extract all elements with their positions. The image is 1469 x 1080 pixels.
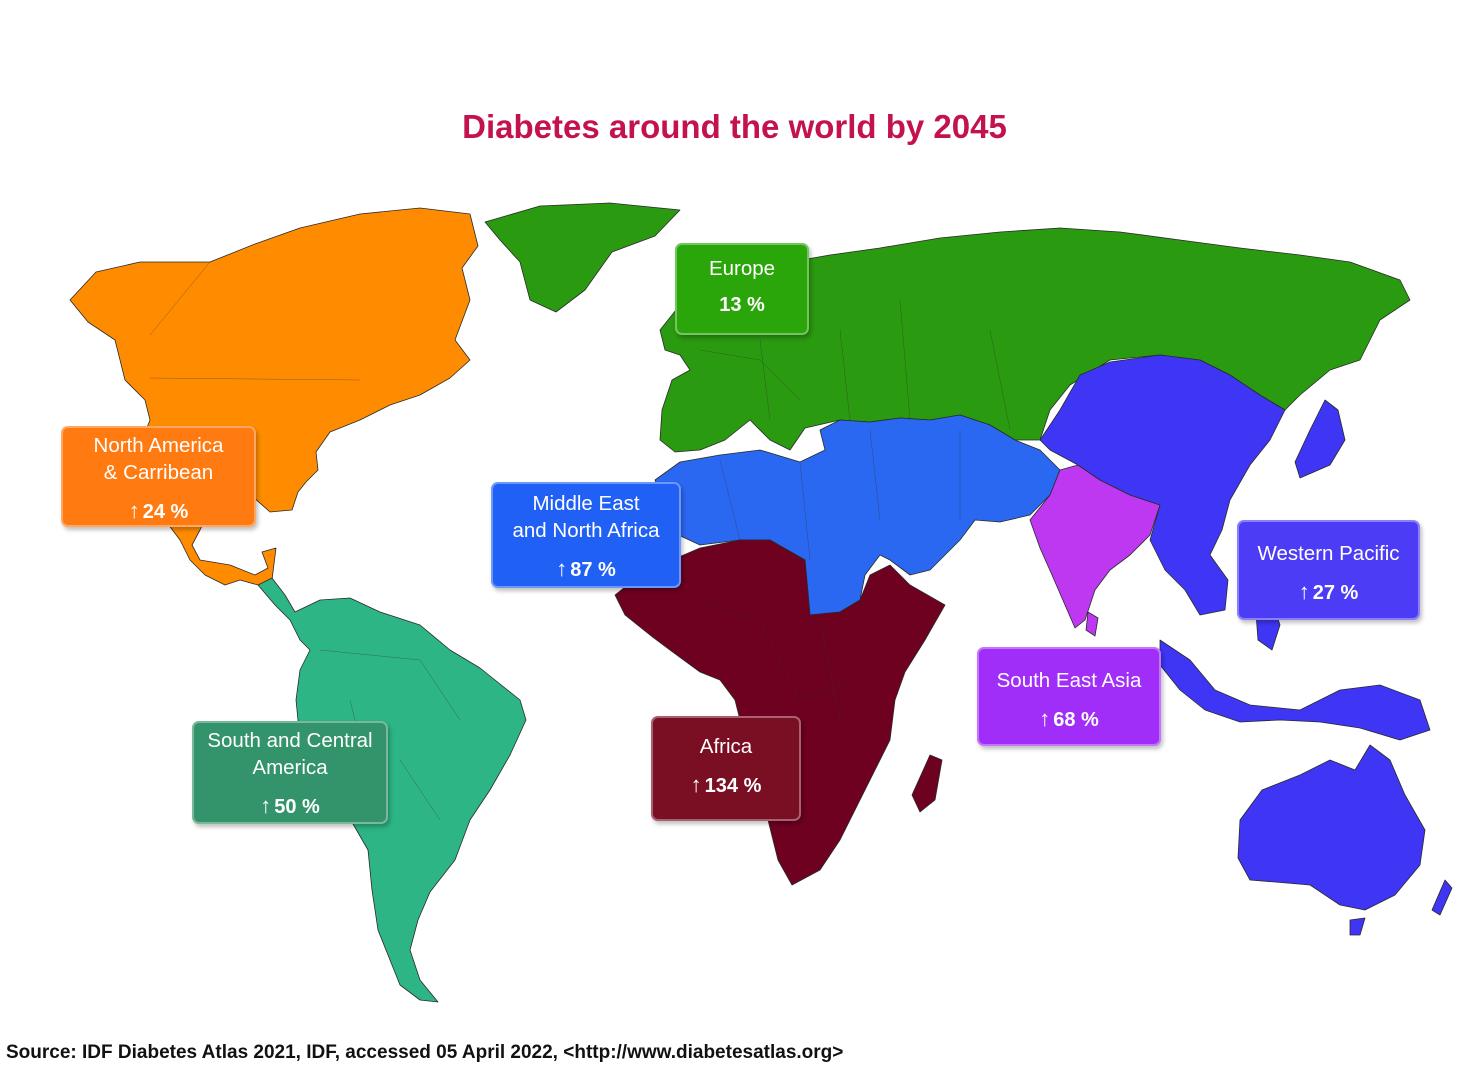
alaska-border — [149, 261, 211, 336]
region-name-line: Middle East — [532, 492, 640, 515]
region-value-text: 134 % — [704, 775, 762, 797]
region-value-text: 50 % — [274, 796, 320, 818]
africa-shape — [614, 539, 946, 886]
greenland-shape — [484, 202, 681, 313]
region-name-line: Western Pacific — [1257, 542, 1400, 565]
region-value-text: 68 % — [1053, 709, 1099, 731]
region-name-line: & Carribean — [103, 461, 214, 484]
region-increase-value: ↑ 87 % — [491, 556, 681, 582]
up-arrow-icon: ↑ — [260, 793, 272, 818]
region-name-line: South East Asia — [996, 669, 1142, 692]
region-name-line: South and Central — [207, 729, 373, 752]
madagascar-shape — [911, 754, 943, 813]
india-shape — [1029, 464, 1161, 629]
up-arrow-icon: ↑ — [1298, 579, 1310, 604]
region-card-africa: Africa ↑ 134 % — [651, 716, 801, 821]
region-card-western-pacific: Western Pacific ↑ 27 % — [1237, 520, 1420, 620]
south-america-shape — [257, 577, 527, 1003]
region-card-middle-east: Middle East and North Africa ↑ 87 % — [491, 482, 681, 588]
mena-borders — [719, 429, 961, 561]
region-increase-value: 13 % — [675, 294, 809, 317]
region-value-text: 87 % — [570, 559, 616, 581]
north-america-shape — [69, 207, 479, 586]
region-value-text: 27 % — [1312, 582, 1359, 604]
region-name-line: Africa — [699, 735, 753, 758]
sri-lanka-shape — [1085, 611, 1099, 637]
region-name-line: North America — [93, 434, 224, 457]
japan-shape — [1294, 399, 1346, 479]
region-increase-value: ↑ 27 % — [1237, 579, 1420, 605]
region-name-line: Europe — [708, 257, 776, 280]
region-increase-value: ↑ 24 % — [61, 498, 256, 524]
region-card-europe: Europe 13 % — [675, 243, 809, 335]
new-zealand-shape — [1431, 879, 1453, 916]
western-pacific-shape — [1039, 354, 1286, 616]
region-increase-value: ↑ 50 % — [192, 793, 388, 819]
page-title: Diabetes around the world by 2045 — [462, 108, 1007, 145]
source-note: Source: IDF Diabetes Atlas 2021, IDF, ac… — [6, 1042, 844, 1063]
up-arrow-icon: ↑ — [1039, 706, 1051, 731]
europe-borders — [699, 299, 1011, 431]
region-increase-value: ↑ 134 % — [651, 772, 801, 798]
region-value-text: 24 % — [142, 501, 189, 523]
region-card-north-america: North America & Carribean ↑ 24 % — [61, 426, 256, 527]
region-name-line: America — [252, 756, 328, 779]
indonesia-shape — [1159, 639, 1431, 741]
australia-shape — [1237, 744, 1426, 911]
region-card-south-central-america: South and Central America ↑ 50 % — [192, 721, 388, 824]
us-canada-border — [149, 377, 361, 381]
region-card-south-east-asia: South East Asia ↑ 68 % — [977, 647, 1161, 746]
region-value-text: 13 % — [719, 294, 765, 316]
up-arrow-icon: ↑ — [690, 772, 702, 797]
up-arrow-icon: ↑ — [556, 556, 568, 581]
region-increase-value: ↑ 68 % — [977, 706, 1161, 732]
region-name-line: and North Africa — [512, 519, 660, 542]
tasmania-shape — [1349, 917, 1366, 936]
up-arrow-icon: ↑ — [128, 498, 140, 523]
